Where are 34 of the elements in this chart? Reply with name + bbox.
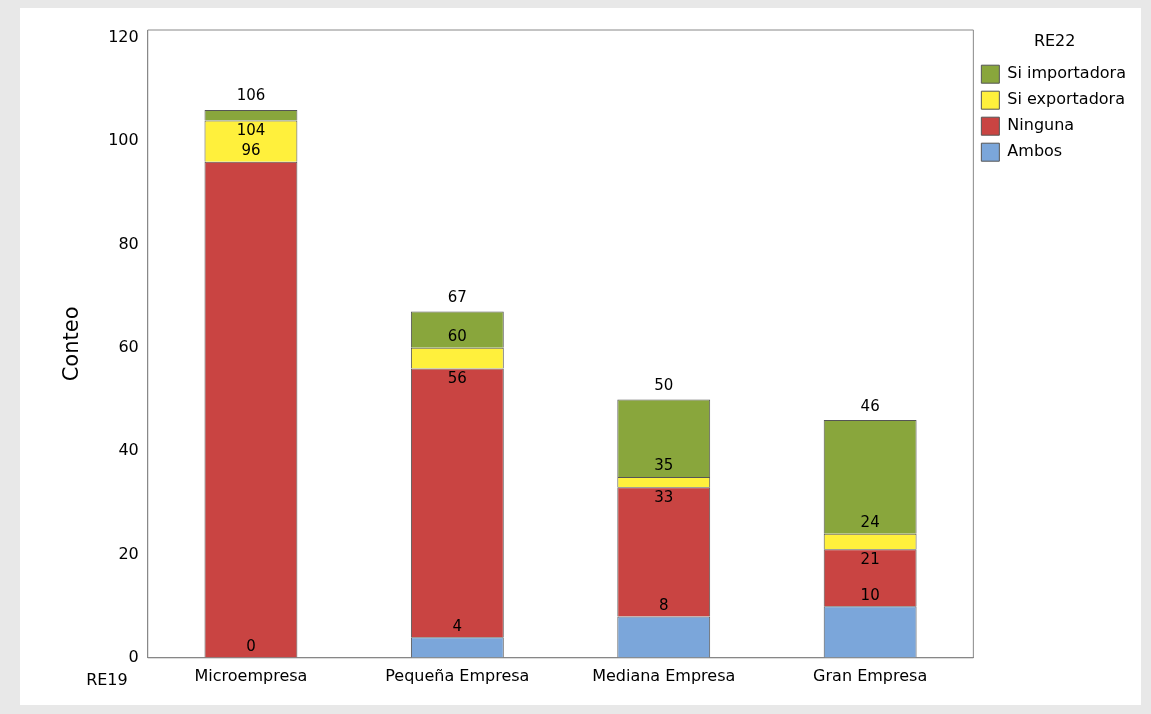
- y-tick-label: 100: [108, 130, 139, 150]
- legend-label: Ninguna: [1007, 115, 1075, 135]
- legend-label: Ambos: [1007, 141, 1063, 161]
- legend-label: Si importadora: [1007, 63, 1127, 83]
- annotation: 33: [654, 487, 674, 506]
- annotation: 21: [860, 549, 880, 568]
- annotation: 60: [447, 327, 467, 346]
- y-tick-label: 120: [108, 26, 139, 46]
- y-tick-label: 20: [118, 543, 139, 563]
- y-tick-label: 0: [128, 646, 139, 666]
- legend-title: RE22: [1033, 31, 1076, 51]
- y-axis-title: Conteo: [59, 306, 84, 382]
- total-label: 67: [447, 288, 467, 306]
- annotation: 56: [447, 368, 467, 387]
- annotation: 4: [452, 616, 463, 635]
- x-tick-label: Gran Empresa: [813, 665, 928, 685]
- x-tick-label: Pequeña Empresa: [385, 665, 530, 685]
- annotation: 0: [246, 637, 256, 656]
- annotation: 96: [241, 141, 261, 160]
- total-label: 106: [236, 86, 266, 105]
- annotation: 35: [654, 456, 674, 475]
- y-tick-label: 80: [118, 233, 139, 253]
- annotation: 104: [236, 120, 266, 139]
- total-label: 46: [860, 396, 880, 415]
- annotation: 24: [860, 513, 880, 532]
- x-tick-label: Mediana Empresa: [592, 665, 736, 685]
- legend-label: Si exportadora: [1007, 89, 1126, 109]
- y-tick-label: 40: [118, 440, 139, 460]
- annotation: 8: [658, 595, 669, 614]
- x-axis-title: RE19: [86, 670, 128, 690]
- y-tick-label: 60: [118, 336, 139, 356]
- annotation: 10: [860, 585, 880, 604]
- total-label: 50: [654, 375, 674, 394]
- x-tick-label: Microempresa: [194, 665, 308, 685]
